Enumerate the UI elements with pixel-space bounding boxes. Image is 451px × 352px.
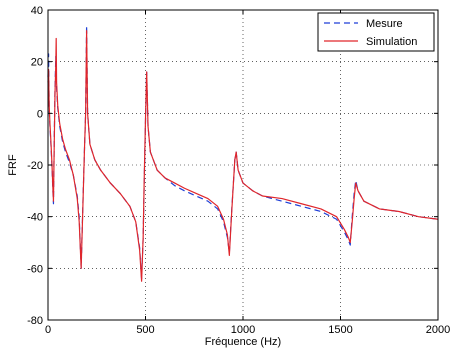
x-axis-title: Fréquence (Hz) <box>205 336 281 348</box>
y-tick-label: -80 <box>27 315 43 327</box>
legend-label-mesure: Mesure <box>366 18 403 30</box>
ticks-layer: 0 500 1000 1500 2000 -80 -60 -40 -20 0 20 40 <box>27 5 450 336</box>
legend: Mesure Simulation <box>317 12 435 52</box>
y-axis-title: FRF <box>7 154 19 176</box>
y-tick-label: -40 <box>27 212 43 224</box>
y-tick-label: -20 <box>27 160 43 172</box>
y-tick-label: 40 <box>31 5 43 17</box>
grid-layer <box>48 10 438 320</box>
x-tick-label: 1000 <box>231 324 255 336</box>
x-tick-label: 0 <box>45 324 51 336</box>
x-tick-label: 1500 <box>328 324 352 336</box>
legend-label-simulation: Simulation <box>366 36 417 48</box>
series-layer <box>47 24 439 282</box>
series-line-simulation <box>47 30 439 282</box>
legend-box <box>317 12 435 52</box>
y-tick-label: 0 <box>37 108 43 120</box>
x-tick-label: 500 <box>136 324 154 336</box>
y-tick-label: -60 <box>27 263 43 275</box>
x-tick-label: 2000 <box>426 324 450 336</box>
y-tick-label: 20 <box>31 57 43 69</box>
